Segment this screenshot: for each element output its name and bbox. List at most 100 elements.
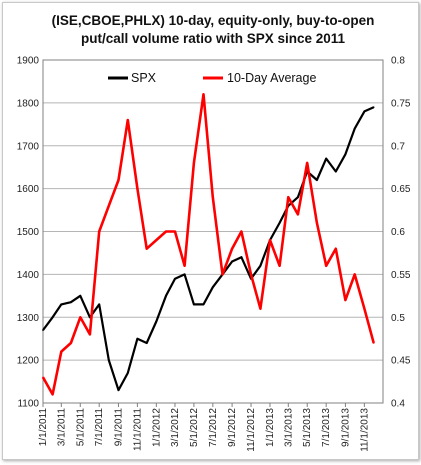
spx-point <box>42 329 44 331</box>
y-right-tick-label: 0.75 <box>391 98 411 109</box>
legend-label-spx: SPX <box>131 71 157 85</box>
spx-point <box>127 372 129 374</box>
10day-average-point <box>89 333 91 336</box>
x-tick-label: 1/1/2011 <box>38 408 49 447</box>
y-right-tick-label: 0.5 <box>391 313 405 324</box>
10day-average-point <box>79 316 82 319</box>
y-right-tick-label: 0.8 <box>391 56 405 67</box>
spx-point <box>240 256 243 258</box>
10day-average-point <box>145 247 148 250</box>
10day-average-point <box>259 307 262 310</box>
x-tick-label: 9/1/2011 <box>113 408 124 447</box>
x-tick-label: 11/1/2011 <box>132 408 143 451</box>
spx-point <box>297 196 299 198</box>
10day-average-point <box>344 299 347 301</box>
series-line-10day-average <box>41 93 375 396</box>
10day-average-point <box>60 350 63 353</box>
spx-point <box>353 127 356 130</box>
x-tick-label: 9/1/2012 <box>227 408 238 447</box>
y-right-tick-label: 0.55 <box>391 270 411 281</box>
spx-point <box>108 359 110 361</box>
x-tick-label: 3/1/2012 <box>170 408 181 447</box>
x-tick-label: 5/1/2011 <box>75 408 86 447</box>
y-right-tick-label: 0.65 <box>391 184 411 195</box>
x-tick-label: 11/1/2012 <box>246 408 257 452</box>
10day-average-point <box>127 119 129 121</box>
10day-average-point <box>136 187 139 190</box>
spx-point <box>145 342 148 344</box>
spx-point <box>60 303 63 306</box>
10day-average-point <box>353 273 356 276</box>
spx-point <box>363 110 366 113</box>
spx-point <box>174 277 176 280</box>
spx-point <box>335 170 337 173</box>
x-tick-label: 3/1/2011 <box>56 408 67 447</box>
10day-average-point <box>42 376 44 379</box>
10day-average-point <box>193 162 195 164</box>
10day-average-point <box>155 239 158 241</box>
spx-point <box>183 273 186 276</box>
spx-point <box>98 303 100 306</box>
spx-point <box>79 295 82 297</box>
chart-svg: (ISE,CBOE,PHLX) 10-day, equity-only, buy… <box>17 13 411 452</box>
spx-point <box>202 303 205 306</box>
spx-point <box>344 153 347 156</box>
y-left-tick-label: 1800 <box>17 98 40 109</box>
10day-average-point <box>278 265 281 267</box>
10day-average-point <box>335 247 337 250</box>
y-left-tick-label: 1400 <box>17 270 40 281</box>
10day-average-point <box>325 265 328 267</box>
10day-average-point <box>231 247 233 250</box>
spx-point <box>51 316 54 319</box>
10day-average-point <box>117 179 120 181</box>
10day-average-point <box>363 307 366 310</box>
spx-point <box>372 106 375 108</box>
10day-average-point <box>287 196 290 198</box>
x-tick-label: 7/1/2012 <box>208 408 219 447</box>
10day-average-point <box>306 162 309 164</box>
10day-average-point <box>183 265 186 267</box>
10day-average-point <box>316 222 318 224</box>
x-tick-label: 5/1/2013 <box>302 408 313 447</box>
x-tick-label: 3/1/2013 <box>283 408 294 447</box>
chart-subtitle: put/call volume ratio with SPX since 201… <box>81 31 346 46</box>
x-tick-label: 5/1/2012 <box>189 408 200 447</box>
y-left-tick-label: 1500 <box>17 227 40 238</box>
10day-average-point <box>250 273 252 276</box>
10day-average-point <box>212 196 214 198</box>
spx-point <box>155 320 158 323</box>
y-right-tick-label: 0.45 <box>391 356 411 367</box>
spx-point <box>316 179 318 181</box>
gridlines <box>43 102 383 361</box>
x-tick-label: 7/1/2011 <box>94 408 105 447</box>
10day-average-point <box>70 342 72 344</box>
x-tick-label: 11/1/2013 <box>359 408 370 452</box>
spx-point <box>325 157 328 160</box>
10day-average-point <box>269 239 271 241</box>
10day-average-point <box>202 93 205 96</box>
spx-point <box>193 303 195 306</box>
10day-average-point <box>372 342 375 344</box>
spx-point <box>136 337 139 340</box>
y-left-tick-label: 1100 <box>17 399 39 410</box>
spx-point <box>231 260 233 263</box>
series-line-spx <box>42 106 375 392</box>
spx-point <box>212 286 214 289</box>
axis-ticks: 1100 1200 1300 1400 1500 1600 1700 1800 1900 0.4 0… <box>17 56 411 452</box>
10day-average-point <box>221 273 224 276</box>
10day-average-point <box>51 393 54 396</box>
y-right-tick-label: 0.6 <box>391 227 405 238</box>
spx-point <box>165 295 167 297</box>
y-left-tick-label: 1900 <box>17 56 40 67</box>
legend-label-10day: 10-Day Average <box>227 71 316 85</box>
x-tick-label: 1/1/2012 <box>151 408 162 447</box>
y-left-tick-label: 1600 <box>17 184 40 195</box>
y-left-tick-label: 1200 <box>17 356 40 367</box>
spx-point <box>70 301 72 304</box>
chart-title: (ISE,CBOE,PHLX) 10-day, equity-only, buy… <box>52 13 375 28</box>
10day-average-point <box>165 230 167 233</box>
y-right-tick-label: 0.4 <box>391 399 405 410</box>
x-tick-label: 7/1/2013 <box>321 408 332 447</box>
10day-average-point <box>174 230 176 233</box>
x-tick-label: 9/1/2013 <box>340 408 351 447</box>
